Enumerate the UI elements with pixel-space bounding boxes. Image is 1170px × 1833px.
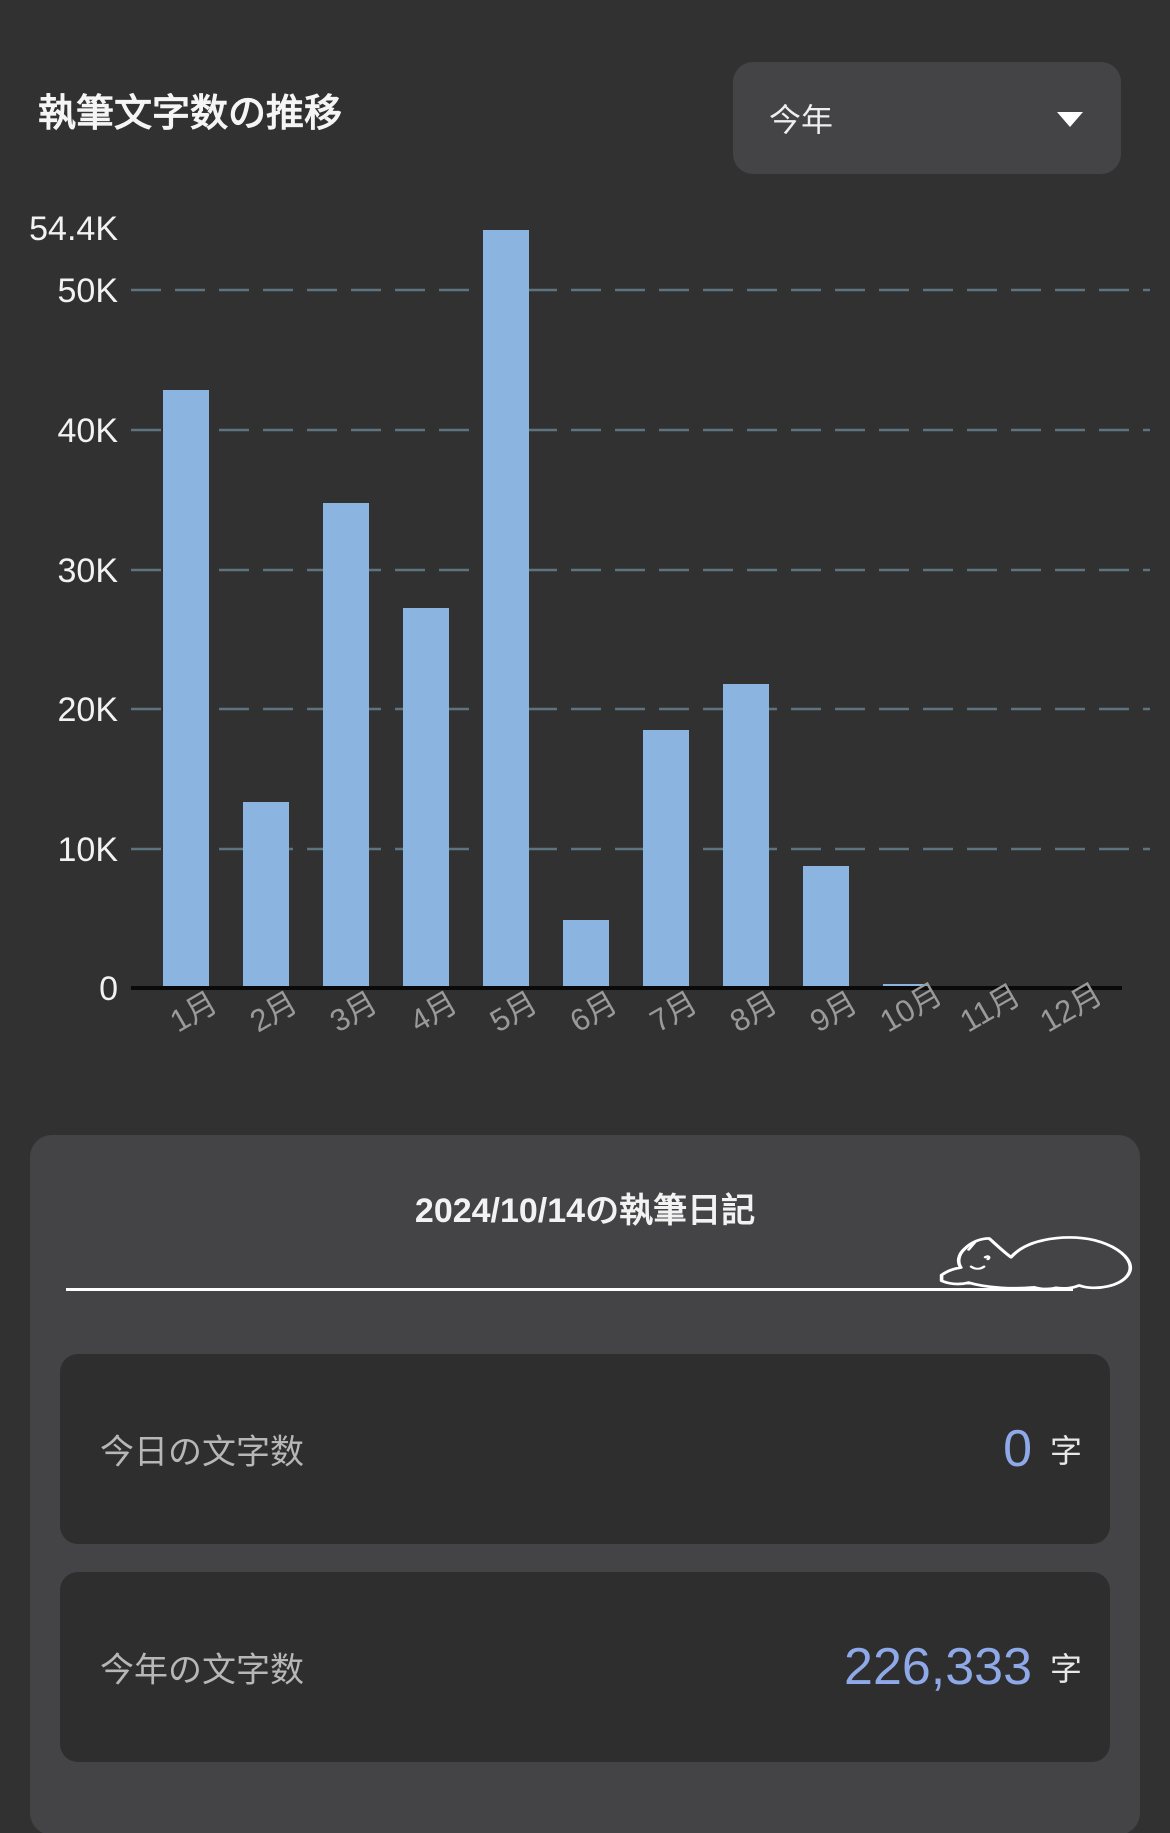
svg-text:9月: 9月 xyxy=(804,985,863,1039)
svg-text:3月: 3月 xyxy=(324,985,383,1039)
svg-text:4月: 4月 xyxy=(404,985,463,1039)
svg-text:10K: 10K xyxy=(58,831,119,869)
svg-text:5月: 5月 xyxy=(484,985,543,1039)
svg-text:6月: 6月 xyxy=(564,985,623,1039)
svg-text:30K: 30K xyxy=(58,552,119,590)
svg-text:7月: 7月 xyxy=(644,985,703,1039)
svg-text:40K: 40K xyxy=(58,412,119,450)
svg-text:54.4K: 54.4K xyxy=(29,210,118,248)
svg-text:1月: 1月 xyxy=(164,985,223,1039)
svg-text:50K: 50K xyxy=(58,272,119,310)
svg-text:12月: 12月 xyxy=(1034,976,1108,1039)
svg-text:2月: 2月 xyxy=(244,985,303,1039)
svg-text:20K: 20K xyxy=(58,691,119,729)
svg-text:0: 0 xyxy=(99,970,118,1008)
svg-text:8月: 8月 xyxy=(724,985,783,1039)
